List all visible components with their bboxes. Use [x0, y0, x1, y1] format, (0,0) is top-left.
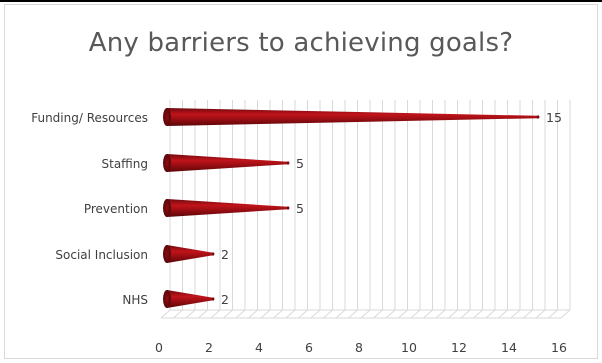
x-tick-label: 14	[501, 340, 517, 355]
data-label: 15	[546, 110, 562, 125]
floor-gridline	[360, 309, 371, 319]
floor-gridline	[210, 309, 221, 319]
x-tick-label: 10	[401, 340, 417, 355]
floor-gridline	[423, 309, 433, 319]
floor-gridline	[435, 309, 446, 319]
x-tick-label: 4	[255, 340, 263, 355]
floor-gridline	[548, 309, 558, 319]
floor-gridline	[410, 309, 421, 319]
floor-gridline	[535, 309, 546, 319]
bar	[163, 290, 215, 308]
category-label: Social Inclusion	[55, 248, 148, 262]
floor-gridline	[323, 309, 333, 319]
top-border-line	[0, 0, 602, 2]
x-tick-label: 2	[205, 340, 213, 355]
floor-gridline	[298, 309, 308, 319]
category-label: Funding/ Resources	[31, 111, 148, 125]
floor-gridline	[485, 309, 496, 319]
chart-title: Any barriers to achieving goals?	[88, 28, 514, 58]
floor-gridline	[173, 309, 183, 319]
floor-gridline	[310, 309, 321, 319]
floor-gridline	[510, 309, 521, 319]
x-tick-label: 6	[305, 340, 313, 355]
data-label: 5	[296, 156, 304, 171]
floor-gridline	[285, 309, 296, 319]
x-tick-label: 12	[451, 340, 467, 355]
floor-gridline	[260, 309, 271, 319]
floor-gridline	[185, 309, 196, 319]
floor-gridline	[248, 309, 258, 319]
floor-gridline	[560, 309, 571, 319]
floor-gridline	[498, 309, 508, 319]
chart-frame	[4, 4, 598, 359]
floor-gridline	[335, 309, 346, 319]
data-label: 2	[221, 247, 229, 262]
category-label: NHS	[122, 293, 148, 307]
floor-gridline	[235, 309, 246, 319]
bar	[163, 199, 290, 217]
category-label: Staffing	[102, 157, 149, 171]
x-tick-label: 8	[355, 340, 363, 355]
floor-gridline	[223, 309, 233, 319]
floor-gridline	[373, 309, 383, 319]
x-tick-label: 0	[155, 340, 163, 355]
data-label: 5	[296, 201, 304, 216]
floor-gridline	[160, 309, 171, 319]
floor-gridline	[348, 309, 358, 319]
floor-gridline	[473, 309, 483, 319]
floor-gridline	[273, 309, 283, 319]
floor-gridline	[385, 309, 396, 319]
category-label: Prevention	[84, 202, 148, 216]
floor-gridline	[398, 309, 408, 319]
data-label: 2	[221, 292, 229, 307]
x-tick-label: 16	[551, 340, 567, 355]
floor-gridline	[460, 309, 471, 319]
floor-gridline	[523, 309, 533, 319]
bar	[163, 108, 540, 126]
floor-gridline	[448, 309, 458, 319]
bar	[163, 245, 215, 263]
bar	[163, 154, 290, 172]
floor-gridline	[198, 309, 208, 319]
